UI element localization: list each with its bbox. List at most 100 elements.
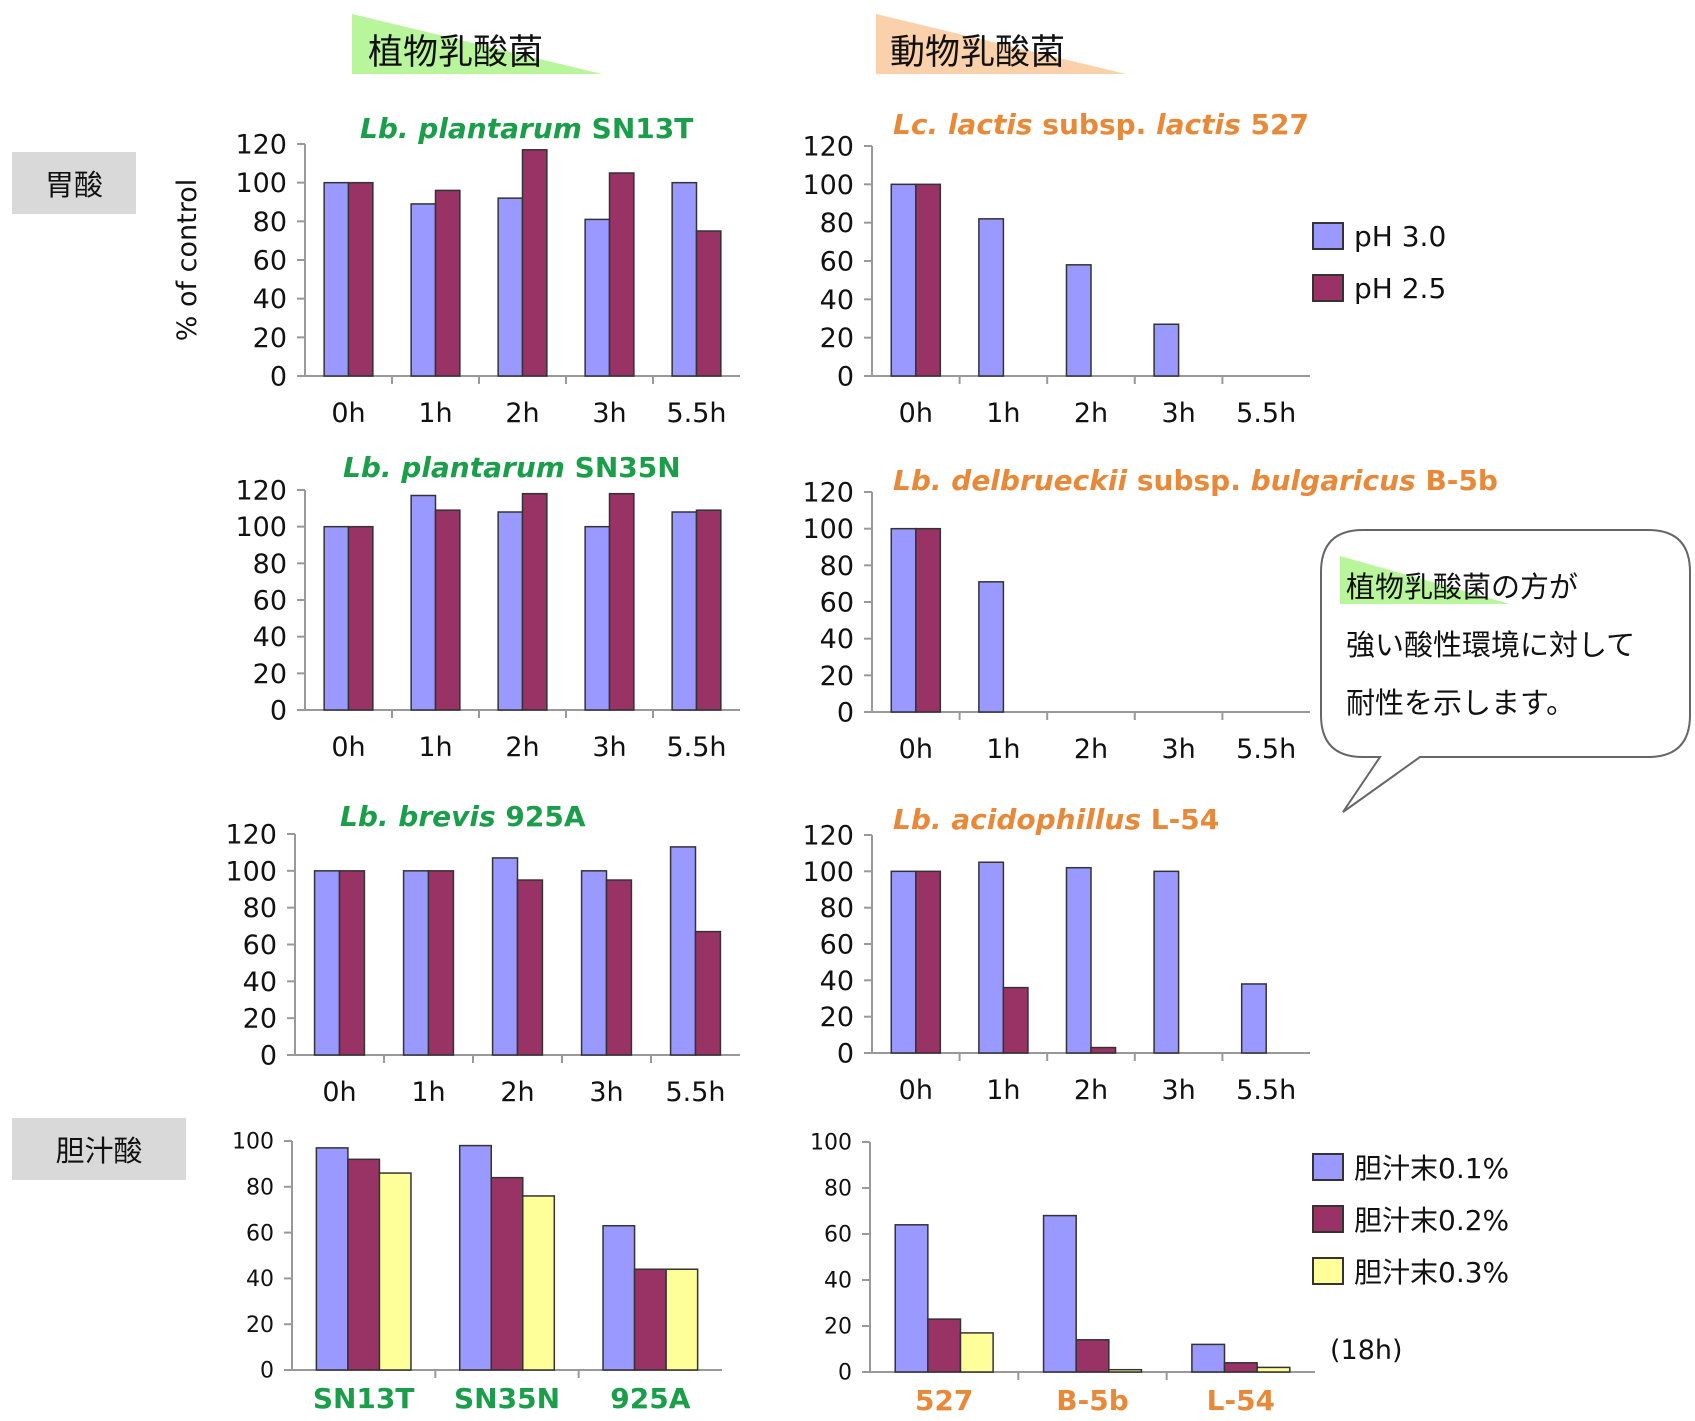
bar-l54-1-s0 — [978, 861, 1005, 1054]
animal-lab-header: 動物乳酸菌 — [890, 33, 1066, 73]
y-tick-label-sn13t-100: 100 — [235, 168, 287, 199]
bar-bile_plant-1-s0 — [458, 1144, 492, 1371]
x-tick-label-527-4: 5.5h — [1236, 398, 1296, 429]
x-tick-label-l54-4: 5.5h — [1236, 1075, 1296, 1106]
x-tick-label-bile_animal-2: L-54 — [1207, 1384, 1275, 1417]
bar-527-3-s0 — [1153, 323, 1180, 377]
plant-header-highlight — [352, 14, 602, 74]
legend-label-ph30: pH 3.0 — [1354, 219, 1447, 253]
bar-925a-1-s1 — [427, 870, 455, 1056]
chart-title-part-sn35n-1: SN35N — [565, 451, 681, 484]
x-tick-label-527-1: 1h — [986, 398, 1020, 429]
bar-bile_animal-1-s2 — [1108, 1368, 1143, 1373]
y-tick-label-l54-0: 0 — [837, 1038, 854, 1069]
y-tick-label-527-20: 20 — [820, 323, 854, 354]
bar-sn35n-4-s1 — [695, 509, 722, 711]
x-tick-label-b5b-0: 0h — [899, 734, 933, 765]
legend-swatch-bile02 — [1312, 1205, 1344, 1233]
bar-bile_animal-2-s1 — [1223, 1362, 1258, 1373]
chart-title-part-925a-1: 925A — [496, 800, 586, 833]
callout-line2: 強い酸性環境に対して — [1346, 628, 1636, 662]
chart-title-part-527-3: 527 — [1241, 108, 1309, 141]
chart-title-part-925a-0: Lb. brevis — [340, 800, 496, 833]
bar-l54-4-s0 — [1240, 983, 1267, 1054]
y-tick-label-bile_plant-20: 20 — [246, 1313, 274, 1338]
bar-l54-0-s1 — [915, 870, 942, 1054]
legend-item-ph25: pH 2.5 — [1312, 262, 1446, 314]
y-axis-label-sn13t: % of control — [172, 179, 203, 341]
x-tick-label-sn35n-4: 5.5h — [666, 732, 726, 763]
y-tick-label-b5b-40: 40 — [820, 624, 854, 655]
bar-l54-2-s1 — [1090, 1046, 1117, 1054]
chart-title-part-b5b-2: bulgaricus — [1251, 464, 1416, 497]
callout-text: 植物乳酸菌の方が 強い酸性環境に対して 耐性を示します。 — [1346, 558, 1635, 732]
y-tick-label-bile_plant-0: 0 — [260, 1359, 274, 1384]
bar-925a-4-s0 — [669, 846, 697, 1056]
y-tick-label-b5b-60: 60 — [820, 587, 854, 618]
bar-925a-0-s1 — [338, 870, 366, 1056]
chart-title-925a: Lb. brevis 925A — [340, 800, 586, 833]
y-tick-label-sn13t-120: 120 — [235, 129, 287, 160]
callout-line1-rest: の方が — [1491, 570, 1579, 604]
x-tick-label-sn13t-0: 0h — [331, 398, 365, 429]
bar-sn35n-2-s1 — [521, 492, 548, 711]
chart-title-part-sn13t-1: SN13T — [582, 112, 693, 145]
x-tick-label-527-0: 0h — [899, 398, 933, 429]
x-tick-label-l54-2: 2h — [1074, 1075, 1108, 1106]
bar-sn13t-0-s0 — [323, 181, 350, 377]
bar-bile_plant-2-s2 — [665, 1268, 699, 1371]
x-tick-label-b5b-2: 2h — [1074, 734, 1108, 765]
x-tick-label-925a-2: 2h — [500, 1077, 534, 1108]
bar-sn13t-2-s0 — [497, 197, 524, 377]
y-tick-label-sn13t-0: 0 — [270, 361, 287, 392]
bar-sn35n-3-s0 — [584, 525, 611, 711]
y-tick-label-925a-0: 0 — [260, 1040, 277, 1071]
x-tick-label-sn13t-3: 3h — [592, 398, 626, 429]
y-tick-label-925a-40: 40 — [243, 967, 277, 998]
animal-header-highlight — [876, 14, 1126, 74]
y-tick-label-bile_animal-100: 100 — [810, 1131, 852, 1156]
chart-title-part-527-1: subsp. — [1033, 108, 1156, 141]
bar-527-0-s1 — [915, 183, 942, 377]
bar-bile_plant-1-s1 — [490, 1176, 524, 1371]
bar-b5b-1-s0 — [978, 581, 1005, 713]
x-tick-label-sn13t-1: 1h — [418, 398, 452, 429]
y-tick-label-sn13t-20: 20 — [253, 323, 287, 354]
bar-bile_animal-0-s0 — [894, 1224, 929, 1373]
legend-item-bile01: 胆汁末0.1% — [1312, 1141, 1509, 1193]
x-tick-label-sn35n-1: 1h — [418, 732, 452, 763]
bar-527-1-s0 — [978, 218, 1005, 377]
y-tick-label-b5b-100: 100 — [802, 514, 854, 545]
bar-925a-3-s0 — [580, 870, 608, 1056]
y-tick-label-925a-80: 80 — [243, 893, 277, 924]
bile-time-note: (18h) — [1330, 1335, 1403, 1366]
x-tick-label-527-3: 3h — [1161, 398, 1195, 429]
x-tick-label-sn35n-2: 2h — [505, 732, 539, 763]
legend-label-ph25: pH 2.5 — [1354, 271, 1447, 305]
bar-925a-0-s0 — [313, 870, 341, 1056]
y-tick-label-sn35n-80: 80 — [253, 549, 287, 580]
plant-lab-header: 植物乳酸菌 — [368, 33, 544, 73]
y-tick-label-b5b-120: 120 — [802, 477, 854, 508]
x-tick-label-bile_animal-0: 527 — [915, 1384, 973, 1417]
bar-sn35n-1-s1 — [434, 509, 461, 711]
x-tick-label-sn13t-4: 5.5h — [666, 398, 726, 429]
x-tick-label-bile_animal-1: B-5b — [1056, 1384, 1129, 1417]
y-tick-label-sn13t-80: 80 — [253, 207, 287, 238]
y-tick-label-527-0: 0 — [837, 361, 854, 392]
chart-title-sn13t: Lb. plantarum SN13T — [360, 112, 693, 145]
bar-925a-1-s0 — [402, 870, 430, 1056]
chart-title-part-b5b-1: subsp. — [1127, 464, 1250, 497]
x-tick-label-925a-3: 3h — [589, 1077, 623, 1108]
x-tick-label-sn35n-3: 3h — [592, 732, 626, 763]
bar-sn35n-1-s0 — [410, 494, 437, 711]
y-tick-label-l54-100: 100 — [802, 857, 854, 888]
bar-bile_plant-0-s2 — [378, 1172, 412, 1371]
bar-925a-3-s1 — [605, 879, 633, 1056]
y-tick-label-l54-20: 20 — [820, 1002, 854, 1033]
y-tick-label-b5b-80: 80 — [820, 551, 854, 582]
legend-item-ph30: pH 3.0 — [1312, 210, 1446, 262]
chart-title-l54: Lb. acidophillus L-54 — [893, 803, 1219, 836]
y-tick-label-bile_plant-80: 80 — [246, 1176, 274, 1201]
callout-highlight-text: 植物乳酸菌 — [1346, 570, 1492, 604]
